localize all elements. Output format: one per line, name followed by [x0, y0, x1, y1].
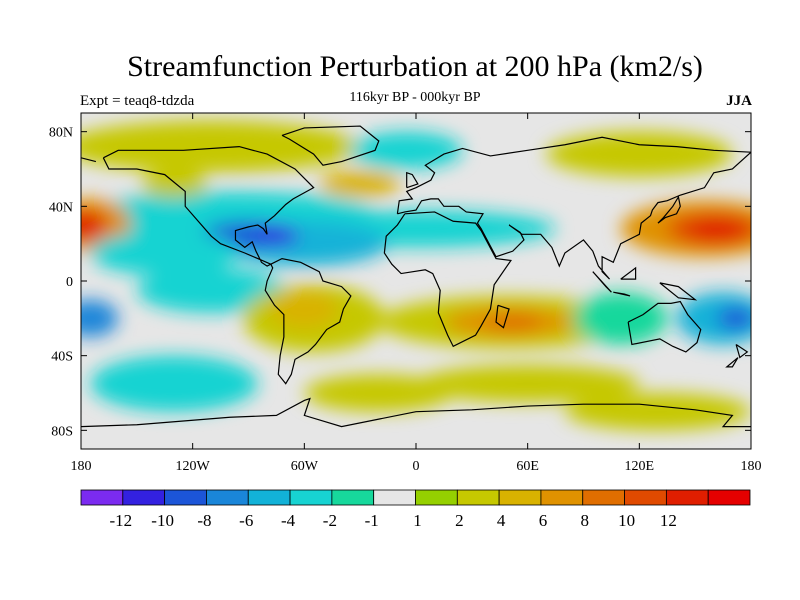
- colorbar-label: -8: [197, 511, 211, 530]
- colorbar: -12 -10 -8 -6 -4 -2 -1 1 2 4 6 8 10 12: [80, 489, 751, 530]
- s-pacific-neg: [90, 355, 258, 412]
- coastline-10: [592, 271, 612, 293]
- coastline-4: [81, 157, 97, 163]
- colorbar-swatch: [707, 489, 751, 506]
- s-atlantic-pos: [304, 374, 454, 412]
- colorbar-label: 6: [539, 511, 548, 530]
- coastline-17: [81, 397, 751, 428]
- lon-label: 120E: [625, 459, 655, 474]
- atlantic-high: [319, 170, 402, 197]
- n-america-high: [140, 170, 208, 197]
- colorbar-label: 8: [581, 511, 590, 530]
- colorbar-label: -6: [239, 511, 253, 530]
- lon-label: 60E: [516, 459, 539, 474]
- e-pacific-eq-neg: [136, 267, 286, 313]
- season-label: JJA: [726, 93, 752, 109]
- south-america-core: [270, 290, 338, 328]
- plot-title: Streamfunction Perturbation at 200 hPa (…: [127, 50, 703, 83]
- coastline-0: [102, 145, 315, 267]
- colorbar-swatch: [80, 489, 124, 506]
- map-field: [81, 113, 751, 449]
- colorbar-swatch: [247, 489, 291, 506]
- w-pacific-neg: [81, 299, 119, 337]
- lat-label: 0: [66, 275, 73, 290]
- colorbar-label: 10: [618, 511, 635, 530]
- coastline-8: [627, 300, 702, 353]
- lat-label: 40S: [51, 350, 73, 365]
- e-pacific-neg: [90, 230, 240, 276]
- experiment-label: Expt = teaq8-tdzda: [80, 93, 195, 109]
- colorbar-label: 4: [497, 511, 506, 530]
- lat-label: 40N: [49, 200, 73, 215]
- coastline-6: [383, 211, 512, 348]
- caribbean-min: [254, 226, 299, 246]
- colorbar-swatch: [164, 489, 207, 506]
- sw-pacific-neg: [676, 292, 751, 345]
- colorbar-label: 12: [660, 511, 677, 530]
- colorbar-label: -2: [323, 511, 337, 530]
- lon-label: 180: [741, 459, 762, 474]
- colorbar-label: -1: [365, 511, 379, 530]
- colorbar-swatch: [289, 489, 333, 506]
- lon-label: 180: [71, 459, 92, 474]
- coastline-5: [397, 151, 751, 280]
- lon-label: 120W: [176, 459, 211, 474]
- indian-neg: [574, 292, 668, 345]
- colorbar-swatch: [122, 489, 166, 506]
- coastline-14: [735, 343, 749, 359]
- colorbar-label: 1: [413, 511, 422, 530]
- colorbar-label: 2: [455, 511, 464, 530]
- colorbar-swatch: [540, 489, 584, 506]
- coastline-9: [657, 195, 681, 224]
- colorbar-label: -4: [281, 511, 296, 530]
- africa-indian-core: [484, 312, 541, 332]
- asia-high-core: [689, 219, 746, 242]
- southern-ocean-pos: [416, 365, 640, 403]
- lon-label: 60W: [291, 459, 319, 474]
- colorbar-swatch: [331, 489, 375, 506]
- colorbar-swatch: [624, 489, 667, 506]
- sw-pacific-min: [717, 307, 751, 330]
- band-arctic-america: [81, 120, 361, 173]
- colorbar-swatch: [498, 489, 542, 506]
- colorbar-swatch: [206, 489, 249, 506]
- coastline-15: [725, 357, 739, 368]
- lat-label: 80N: [49, 126, 73, 141]
- plot-subtitle: 116kyr BP - 000kyr BP: [349, 90, 481, 105]
- coastline-11: [613, 291, 631, 297]
- coastline-1: [281, 125, 380, 166]
- colorbar-swatch: [415, 489, 458, 506]
- pacific-high-core: [81, 210, 108, 240]
- coastline-7: [495, 304, 510, 329]
- colorbar-label: -12: [109, 511, 132, 530]
- colorbar-label: -10: [151, 511, 174, 530]
- band-arctic-europe: [350, 131, 463, 169]
- colorbar-swatch: [456, 489, 500, 506]
- band-siberia: [546, 131, 733, 177]
- coastline-3: [396, 136, 751, 214]
- colorbar-swatch: [665, 489, 709, 506]
- coastline-12: [620, 266, 637, 280]
- coastline-16: [406, 171, 419, 189]
- colorbar-swatch: [373, 489, 416, 506]
- coastline-13: [659, 282, 698, 301]
- antarctic-pos: [564, 393, 751, 431]
- lat-label: 80S: [51, 424, 73, 439]
- colorbar-swatch: [582, 489, 625, 506]
- lon-label: 0: [413, 459, 420, 474]
- coastline-2: [264, 257, 352, 385]
